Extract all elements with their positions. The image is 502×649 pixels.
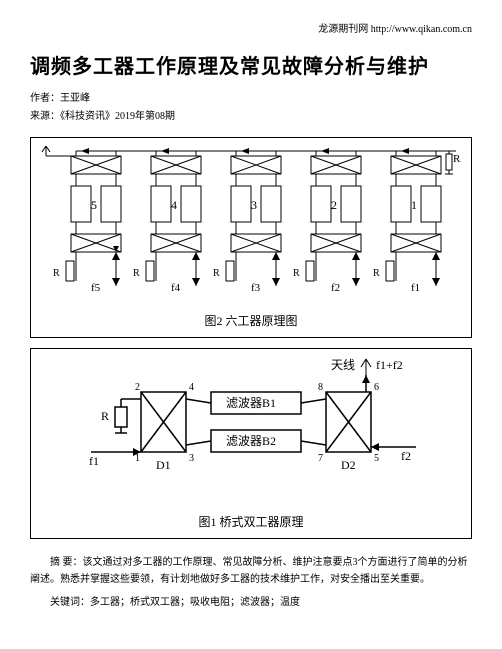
antenna-formula: f1+f2: [376, 358, 403, 372]
figure-2-diagram: 5 R f5 4: [41, 146, 461, 306]
r-label-1: R: [373, 268, 380, 279]
d2-label: D2: [341, 458, 356, 472]
port-3: 3: [189, 453, 194, 464]
keywords-paragraph: 关键词：多工器；桥式双工器；吸收电阻；滤波器；温度: [30, 594, 472, 611]
abstract-paragraph: 摘 要：该文通过对多工器的工作原理、常见故障分析、维护注意要点3个方面进行了简单…: [30, 554, 472, 588]
f1-input-label: f1: [89, 454, 99, 468]
f4-label: f4: [171, 282, 181, 294]
abstract-label: 摘 要：: [50, 557, 83, 568]
keywords-text: 多工器；桥式双工器；吸收电阻；滤波器；温度: [90, 597, 300, 608]
filter-b2-label: 滤波器B2: [226, 434, 276, 448]
keywords-label: 关键词：: [50, 597, 90, 608]
r-top-label: R: [453, 153, 461, 165]
f2-label: f2: [331, 282, 340, 294]
d1-label: D1: [156, 458, 171, 472]
header-site-link: 龙源期刊网 http://www.qikan.com.cn: [30, 20, 472, 35]
f3-label: f3: [251, 282, 261, 294]
port-8: 8: [318, 382, 323, 393]
source-line: 来源：《科技资讯》2019年第08期: [30, 107, 472, 122]
r-label-2: R: [293, 268, 300, 279]
cell-1: 1: [411, 198, 417, 212]
port-2: 2: [135, 382, 140, 393]
figure-1-diagram: 天线 f1+f2 2 4 1 3 D1 8 6 7 5 D2 滤波器B1 滤波器…: [71, 357, 431, 507]
f5-label: f5: [91, 282, 101, 294]
cell-5: 5: [91, 198, 97, 212]
port-7: 7: [318, 453, 323, 464]
r-left-label: R: [101, 409, 109, 423]
r-label-3: R: [213, 268, 220, 279]
port-5: 5: [374, 453, 379, 464]
cell-3: 3: [251, 198, 257, 212]
figure-2-caption: 图2 六工器原理图: [39, 312, 463, 329]
cell-4: 4: [171, 198, 177, 212]
port-1: 1: [135, 453, 140, 464]
port-6: 6: [374, 382, 379, 393]
abstract-text: 该文通过对多工器的工作原理、常见故障分析、维护注意要点3个方面进行了简单的分析阐…: [30, 557, 468, 585]
figure-1-caption: 图1 桥式双工器原理: [39, 513, 463, 530]
author-line: 作者：王亚峰: [30, 89, 472, 104]
author-name: 王亚峰: [60, 93, 90, 104]
cell-2: 2: [331, 198, 337, 212]
r-label-5: R: [53, 268, 60, 279]
article-title: 调频多工器工作原理及常见故障分析与维护: [30, 50, 472, 79]
port-4: 4: [189, 382, 194, 393]
figure-2-container: 5 R f5 4: [30, 137, 472, 338]
figure-1-container: 天线 f1+f2 2 4 1 3 D1 8 6 7 5 D2 滤波器B1 滤波器…: [30, 348, 472, 539]
source-name: 《科技资讯》2019年第08期: [60, 111, 175, 122]
filter-b1-label: 滤波器B1: [226, 396, 276, 410]
r-label-4: R: [133, 268, 140, 279]
f2-input-label: f2: [401, 449, 411, 463]
author-label: 作者：: [30, 93, 60, 104]
source-label: 来源：: [30, 111, 60, 122]
antenna-label: 天线: [331, 358, 355, 372]
f1-label: f1: [411, 282, 420, 294]
